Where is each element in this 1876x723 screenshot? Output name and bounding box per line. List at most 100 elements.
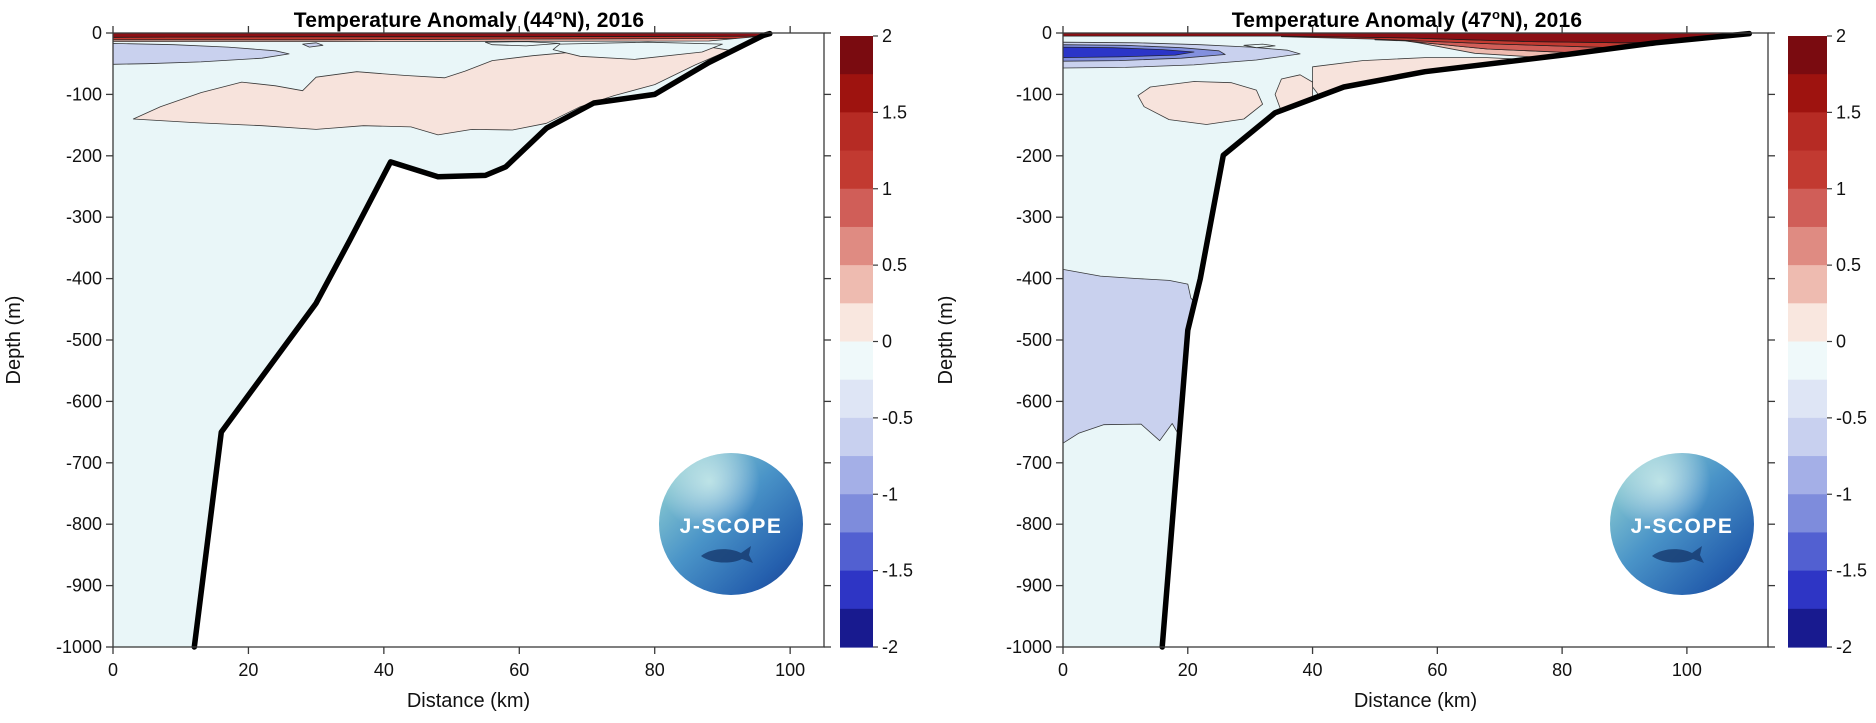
colorbar-tick-label: 0 (882, 332, 892, 352)
colorbar-tick-label: -1 (1836, 484, 1852, 504)
colorbar-segment (840, 341, 873, 381)
y-tick-label: -200 (66, 146, 102, 166)
colorbar-tick-label: 1.5 (882, 102, 907, 122)
water-column (113, 33, 770, 647)
y-axis-label: Depth (m) (3, 296, 25, 385)
y-tick-label: -1000 (1006, 637, 1052, 657)
y-tick-label: 0 (1042, 23, 1052, 43)
bathymetry-line (1159, 30, 1753, 650)
y-tick-label: -700 (1016, 453, 1052, 473)
colorbar-segment (840, 379, 873, 419)
title-text: Temperature Anomaly (44 (293, 9, 554, 32)
colorbar-segment (1788, 417, 1827, 457)
y-tick-label: -500 (1016, 330, 1052, 350)
colorbar-tick-label: 0.5 (1836, 255, 1861, 275)
colorbar-segment (840, 226, 873, 266)
colorbar-tick-label: 1 (882, 179, 892, 199)
x-tick-label: 0 (1058, 660, 1068, 680)
colorbar-segment (1788, 265, 1827, 304)
fish-icon (1652, 546, 1704, 563)
x-tick-label: 20 (1178, 660, 1198, 680)
y-axis-label: Depth (m) (938, 296, 957, 385)
colorbar-tick-label: 0 (1836, 332, 1846, 352)
y-tick-label: 0 (92, 23, 102, 43)
degree-superscript: o (1491, 7, 1501, 22)
y-tick-label: -600 (66, 391, 102, 411)
x-tick-label: 100 (1672, 660, 1702, 680)
colorbar-segment (1788, 188, 1827, 228)
region-cold-dot (302, 42, 324, 48)
axis-ticks-and-labels: 0 20 40 60 80 100 0 -100 -200 -300 -400 -500 -600 -70… (56, 23, 831, 680)
colorbar-tick-label: -1 (882, 484, 898, 504)
region-background-dot (1243, 43, 1276, 49)
x-tick-label: 60 (1427, 660, 1447, 680)
colorbar-segment (1788, 112, 1827, 152)
y-tick-label: -100 (1016, 84, 1052, 104)
colorbar-segment (1788, 379, 1827, 419)
colorbar-segment (840, 494, 873, 534)
x-tick-label: 80 (1552, 660, 1572, 680)
jscope-logo: J-SCOPE (659, 453, 803, 595)
colorbar-tick-label: 1 (1836, 179, 1846, 199)
x-tick-label: 40 (374, 660, 394, 680)
colorbar-tick-label: 2 (1836, 26, 1846, 46)
colorbar-segment (840, 532, 873, 572)
y-tick-label: -700 (66, 453, 102, 473)
y-tick-label: -900 (1016, 576, 1052, 596)
colorbar-segment (1788, 494, 1827, 534)
region-surface-band-dark-red (113, 33, 770, 38)
region-background-sliver (485, 41, 561, 47)
colorbar-segment (1788, 608, 1827, 648)
y-tick-label: -900 (66, 576, 102, 596)
x-tick-label: 0 (108, 660, 118, 680)
y-tick-label: -200 (1016, 146, 1052, 166)
y-tick-label: -300 (66, 207, 102, 227)
axis-ticks-and-labels: 0 20 40 60 80 100 0 -100 -200 -300 -400 -500 -600 -70… (1006, 23, 1775, 680)
fish-icon (701, 546, 753, 563)
colorbar-segment (840, 112, 873, 152)
contour-plot-47n: 0 20 40 60 80 1000-100-200-300-400-500-600-70… (938, 23, 1867, 712)
x-tick-label: 100 (775, 660, 805, 680)
colorbar-segment (840, 265, 873, 304)
region-warm-blob-offshore (1137, 81, 1263, 125)
contour-panel-47n: Temperature Anomaly (47oN), 2016 0 20 40 60… (938, 0, 1876, 723)
colorbar-segment (840, 570, 873, 610)
colorbar-segment (840, 150, 873, 190)
colorbar-segment (1788, 150, 1827, 190)
bathymetry-line (191, 30, 773, 650)
contour-panel-44n: Temperature Anomaly (44oN), 2016 0 20 40 60… (0, 7, 938, 712)
colorbar-tick-label: 1.5 (1836, 102, 1861, 122)
region-cold-core (1063, 46, 1195, 58)
y-tick-label: -400 (66, 269, 102, 289)
region-near-surface-cold-lens (113, 43, 290, 65)
contour-plot-44n: 0 20 40 60 80 1000-100-200-300-400-500-600-70… (3, 23, 913, 712)
colorbar-segment (840, 188, 873, 228)
colorbar-tick-label: -2 (1836, 637, 1852, 657)
y-tick-label: -300 (1016, 207, 1052, 227)
jscope-logo-text: J-SCOPE (1631, 515, 1734, 538)
colorbar-tick-label: -1.5 (882, 561, 913, 581)
colorbar-segment (840, 36, 873, 75)
x-tick-label: 60 (509, 660, 529, 680)
degree-superscript: o (553, 7, 563, 22)
water-column (1063, 33, 1750, 647)
y-tick-label: -800 (1016, 514, 1052, 534)
colorbar: 2 1.5 1 0.5 0 -0.5 -1 -1.5 -2 (1788, 26, 1867, 657)
colorbar-tick-label: 2 (882, 26, 892, 46)
colorbar-segment (1788, 74, 1827, 113)
colorbar-segment (1788, 341, 1827, 381)
colorbar-segment (1788, 226, 1827, 266)
colorbar-segment (1788, 532, 1827, 572)
x-axis-label: Distance (km) (407, 690, 530, 712)
colorbar-segment (840, 456, 873, 495)
chart-title-44n: Temperature Anomaly (44oN), 2016 (0, 7, 938, 33)
anomaly-regions (113, 33, 770, 136)
x-tick-label: 20 (238, 660, 258, 680)
colorbar-segment (1788, 303, 1827, 343)
y-tick-label: -100 (66, 84, 102, 104)
colorbar-segment (1788, 36, 1827, 75)
x-axis-label: Distance (km) (1354, 690, 1477, 712)
y-tick-label: -500 (66, 330, 102, 350)
y-tick-label: -400 (1016, 269, 1052, 289)
colorbar-tick-label: -0.5 (1836, 408, 1867, 428)
